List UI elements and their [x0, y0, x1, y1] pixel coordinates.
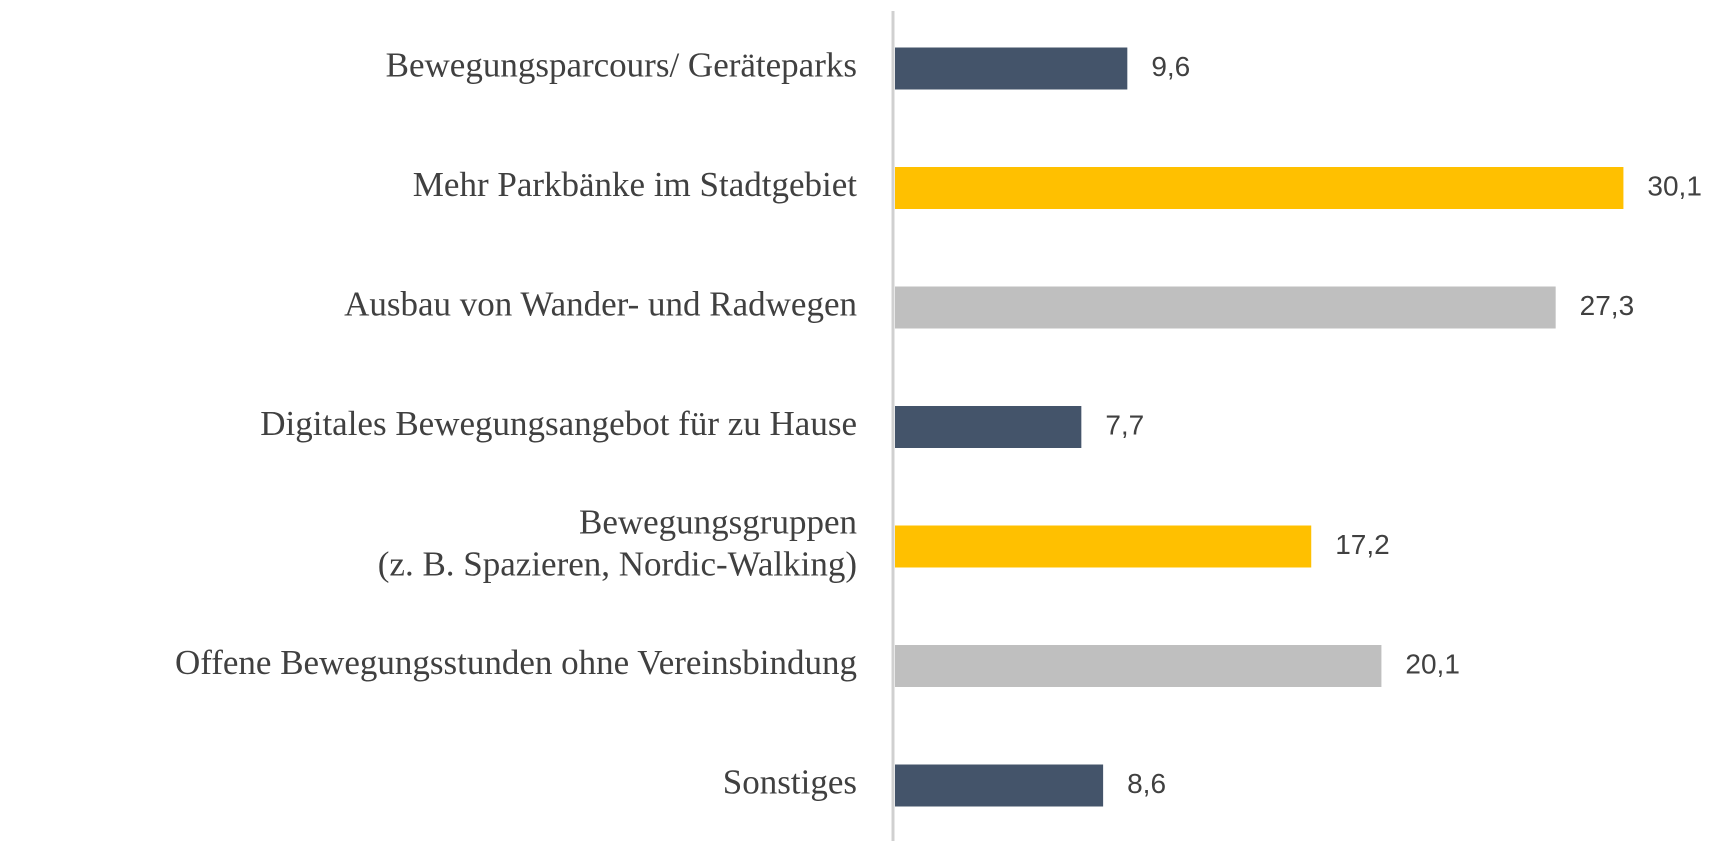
bar [895, 525, 1312, 568]
bar [895, 764, 1104, 807]
bar [895, 286, 1556, 329]
bar [895, 167, 1624, 209]
category-label: Mehr Parkbänke im Stadtgebiet [413, 165, 857, 204]
category-label: Ausbau von Wander- und Radwegen [344, 285, 857, 324]
bar [895, 406, 1082, 448]
value-label: 17,2 [1335, 529, 1390, 560]
bar [895, 645, 1382, 687]
value-label: 20,1 [1405, 648, 1460, 679]
value-label: 27,3 [1580, 290, 1635, 321]
value-label: 7,7 [1105, 409, 1144, 440]
category-label: Sonstiges [723, 763, 857, 802]
category-label: Bewegungsparcours/ Geräteparks [386, 46, 857, 85]
bar [895, 47, 1128, 90]
category-label: Digitales Bewegungsangebot für zu Hause [260, 404, 857, 443]
category-label: Bewegungsgruppen (z. B. Spazieren, Nordic… [378, 503, 857, 584]
category-label: Offene Bewegungsstunden ohne Vereinsbind… [175, 643, 857, 682]
value-label: 9,6 [1151, 51, 1190, 82]
value-label: 8,6 [1127, 768, 1166, 799]
value-label: 30,1 [1647, 170, 1702, 201]
